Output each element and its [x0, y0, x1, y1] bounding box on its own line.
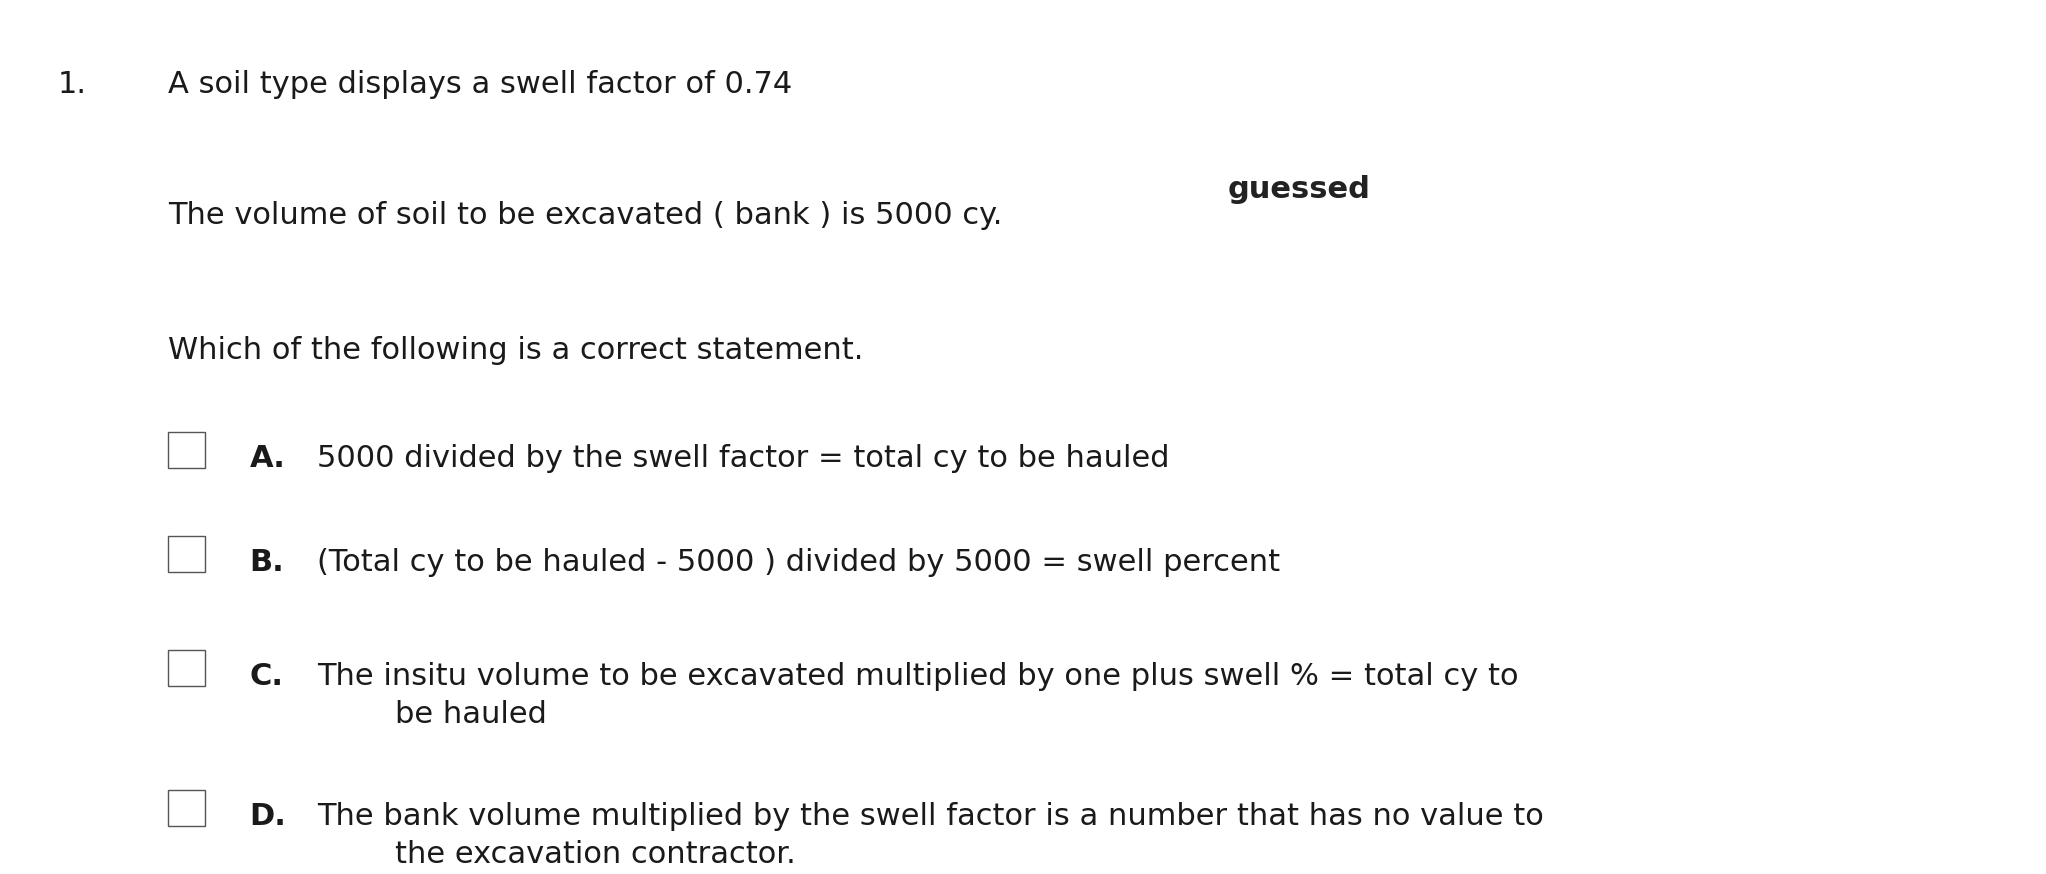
Text: D.: D. [250, 802, 286, 831]
Text: Which of the following is a correct statement.: Which of the following is a correct stat… [168, 336, 863, 365]
Text: 5000 divided by the swell factor = total cy to be hauled: 5000 divided by the swell factor = total… [317, 444, 1170, 473]
Bar [168, 650, 205, 686]
Text: 1.: 1. [57, 70, 86, 99]
Bar [168, 790, 205, 826]
Bar [168, 432, 205, 468]
Text: The volume of soil to be excavated ( bank ) is 5000 cy.: The volume of soil to be excavated ( ban… [168, 201, 1003, 230]
Text: (Total cy to be hauled - 5000 ) divided by 5000 = swell percent: (Total cy to be hauled - 5000 ) divided … [317, 549, 1281, 578]
Text: The bank volume multiplied by the swell factor is a number that has no value to
: The bank volume multiplied by the swell … [317, 802, 1545, 869]
Text: guessed: guessed [1228, 175, 1371, 204]
Text: The insitu volume to be excavated multiplied by one plus swell % = total cy to
 : The insitu volume to be excavated multip… [317, 662, 1518, 729]
Text: B.: B. [250, 549, 284, 578]
Text: C.: C. [250, 662, 284, 691]
Text: A soil type displays a swell factor of 0.74: A soil type displays a swell factor of 0… [168, 70, 792, 99]
Bar [168, 537, 205, 572]
Text: A.: A. [250, 444, 286, 473]
